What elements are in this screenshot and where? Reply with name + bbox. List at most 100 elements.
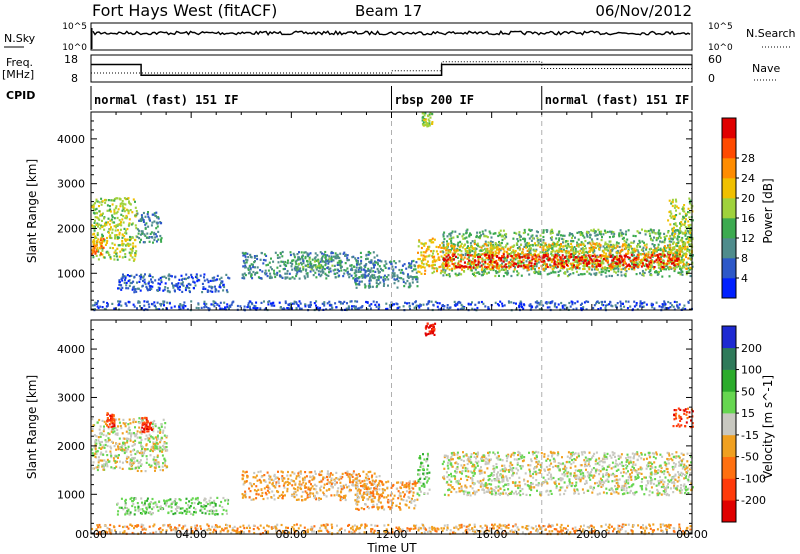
data-cell [548,301,551,304]
data-cell [115,226,118,229]
data-cell [494,270,497,273]
data-cell [620,261,623,264]
nave-tick-low: 0 [708,72,715,85]
data-cell [645,246,648,249]
data-cell [689,202,692,205]
data-cell [149,219,151,222]
data-cell [106,239,109,243]
data-cell [327,258,330,261]
data-cell [608,270,610,273]
data-cell [242,254,245,257]
data-cell [597,264,600,267]
data-cell [572,254,575,257]
data-cell [566,240,569,243]
data-cell [242,259,245,263]
data-cell [432,263,435,267]
data-cell [185,273,188,276]
data-cell [278,270,281,273]
data-cell [327,274,330,277]
data-cell [677,232,680,236]
data-cell [330,258,333,261]
data-cell [676,244,679,248]
data-cell [376,276,379,279]
data-cell [373,256,376,259]
data-cell [300,263,303,266]
data-cell [668,267,671,270]
data-cell [100,213,103,216]
data-cell [637,251,640,254]
data-cell [462,258,465,261]
data-cell [106,458,109,461]
data-cell [622,267,625,270]
data-cell [289,306,292,309]
data-cell [681,270,684,273]
data-cell [459,240,462,243]
data-cell [252,306,255,310]
data-cell [641,253,644,256]
data-cell [364,274,367,277]
data-cell [417,251,419,254]
data-cell [679,259,682,262]
data-cell [114,461,117,464]
data-cell [330,252,333,255]
data-cell [485,244,488,247]
data-cell [582,256,585,259]
data-cell [523,255,526,258]
data-cell [485,267,488,271]
data-cell [106,463,109,466]
data-cell [666,263,669,266]
data-cell [384,277,387,281]
data-cell [453,267,456,270]
data-cell [500,247,503,250]
data-cell [140,428,143,431]
data-cell [641,269,644,273]
data-cell [142,219,145,222]
data-cell [104,422,107,425]
data-cell [665,255,668,258]
data-cell [464,265,467,268]
data-cell [105,450,108,453]
data-cell [393,278,396,281]
data-cell [596,233,599,237]
data-cell [111,302,114,305]
data-cell [683,243,686,246]
data-cell [146,236,149,239]
data-cell [528,237,531,240]
data-cell [113,243,116,246]
data-cell [254,305,257,308]
data-cell [499,249,502,252]
data-cell [318,267,321,270]
data-cell [526,253,529,256]
data-cell [211,279,214,282]
data-cell [601,259,604,262]
data-cell [142,220,145,223]
data-cell [684,263,687,267]
data-cell [537,301,540,304]
data-cell [618,260,621,263]
data-cell [542,229,545,232]
data-cell [118,231,121,234]
data-cell [135,290,138,293]
data-cell [679,250,682,253]
data-cell [96,248,99,251]
data-cell [304,257,307,260]
data-cell [421,265,424,268]
data-cell [588,268,591,271]
data-cell [682,216,685,220]
data-cell [610,248,613,251]
data-cell [243,305,246,308]
data-cell [642,259,645,262]
data-cell [153,220,156,223]
data-cell [296,271,299,274]
data-cell [476,306,479,310]
data-cell [338,259,341,263]
data-cell [687,271,690,274]
data-cell [152,437,155,440]
data-cell [119,424,122,428]
data-cell [467,245,469,248]
data-cell [573,264,575,267]
data-cell [511,263,514,266]
data-cell [602,258,605,261]
data-cell [114,237,116,240]
data-cell [671,233,674,236]
